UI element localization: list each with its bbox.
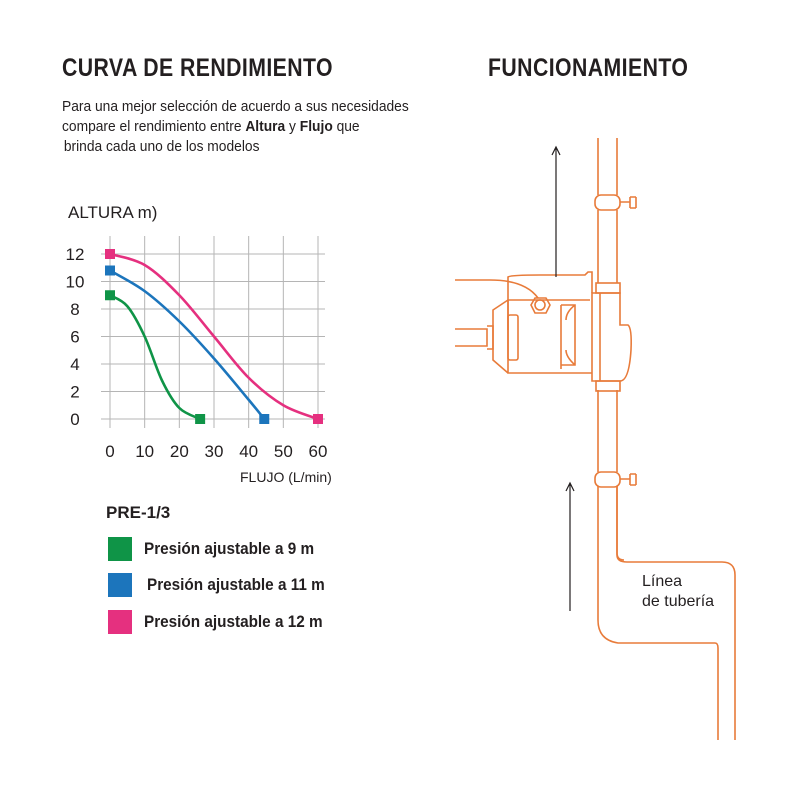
data-point-marker [313, 414, 323, 424]
bold-altura: Altura [245, 118, 286, 135]
y-tick-label: 4 [70, 355, 79, 374]
valve [594, 471, 621, 488]
y-tick-label: 8 [70, 300, 79, 319]
legend-item: Presión ajustable a 9 m [108, 537, 333, 561]
pipe-label: Línea [642, 573, 683, 590]
text: que [332, 118, 360, 135]
text: y [285, 118, 300, 135]
intro-line: brinda cada uno de los modelos [63, 138, 260, 155]
y-tick-label: 0 [70, 410, 79, 429]
data-point-marker [259, 414, 270, 424]
legend-swatch-pink [108, 610, 132, 634]
fitting [595, 282, 621, 294]
fitting [595, 380, 621, 392]
flow-arrow-up-icon [551, 145, 561, 277]
flow-arrow-up-icon [565, 481, 575, 611]
x-tick-label: 0 [105, 442, 114, 461]
bold-flujo: Flujo [299, 118, 333, 135]
pipe-label: de tubería [642, 593, 715, 610]
y-tick-label: 2 [70, 383, 79, 402]
legend-label: Presión ajustable a 11 m [147, 575, 325, 594]
legend-item: Presión ajustable a 11 m [108, 573, 344, 597]
motor-flange [560, 304, 576, 369]
pressure-gauge [530, 297, 551, 314]
x-tick-label: 50 [274, 442, 293, 461]
intro-line: compare el rendimiento entre Altura y Fl… [62, 117, 448, 137]
x-tick-label: 10 [135, 442, 154, 461]
motor-vent [507, 314, 519, 361]
data-point-marker [195, 414, 206, 424]
series-line [109, 269, 266, 420]
y-axis-label: ALTURA m) [68, 203, 158, 222]
motor-shaft [455, 325, 494, 350]
y-tick-label: 6 [70, 328, 79, 347]
model-label: PRE-1/3 [106, 503, 171, 522]
pump-top [507, 271, 593, 330]
power-cable [455, 279, 539, 299]
series-line [109, 294, 201, 421]
x-tick-label: 60 [309, 442, 328, 461]
data-point-marker [105, 290, 115, 301]
chart-section-title: CURVA DE RENDIMIENTO [62, 54, 334, 82]
x-axis-label: FLUJO (L/min) [240, 469, 332, 485]
x-tick-label: 20 [170, 442, 189, 461]
valve-handle [620, 196, 637, 209]
legend-label: Presión ajustable a 9 m [144, 539, 315, 558]
intro-line: Para una mejor selección de acuerdo a su… [62, 98, 409, 115]
text: compare el rendimiento entre [62, 118, 246, 135]
legend-swatch-blue [108, 573, 132, 597]
diagram-section-title: FUNCIONAMIENTO [488, 54, 689, 82]
legend-swatch-green [108, 537, 132, 561]
gauge-dial [534, 299, 546, 311]
x-tick-label: 30 [205, 442, 224, 461]
valve [594, 194, 621, 211]
series-line [109, 252, 319, 421]
data-point-marker [105, 265, 115, 276]
data-point-marker [105, 249, 115, 259]
pipe [616, 486, 736, 740]
y-tick-label: 12 [66, 245, 85, 264]
legend-item: Presión ajustable a 12 m [108, 610, 342, 634]
y-tick-label: 10 [66, 273, 85, 292]
valve-handle [620, 473, 637, 486]
intro-text: Para una mejor selección de acuerdo a su… [62, 97, 448, 157]
x-tick-label: 40 [239, 442, 258, 461]
pipe [597, 138, 719, 740]
pump-housing [591, 292, 632, 382]
legend-label: Presión ajustable a 12 m [144, 612, 323, 631]
